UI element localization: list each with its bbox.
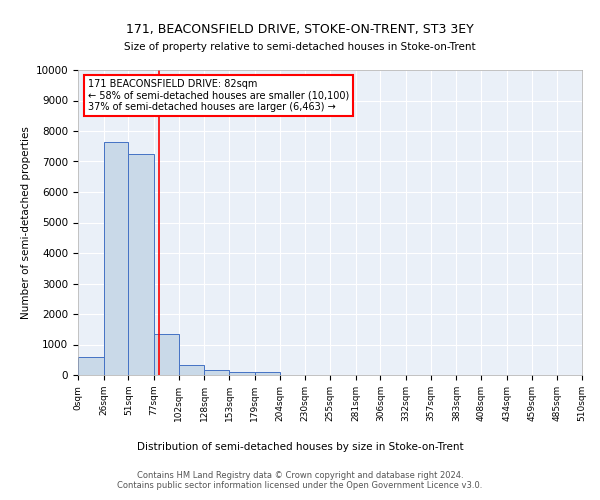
Bar — [128, 154, 154, 375]
Text: Size of property relative to semi-detached houses in Stoke-on-Trent: Size of property relative to semi-detach… — [124, 42, 476, 52]
Bar — [179, 365, 205, 375]
Text: Contains HM Land Registry data © Crown copyright and database right 2024.
Contai: Contains HM Land Registry data © Crown c… — [118, 470, 482, 490]
Y-axis label: Number of semi-detached properties: Number of semi-detached properties — [22, 126, 31, 319]
Bar — [205, 370, 229, 375]
Bar — [229, 372, 255, 375]
Text: Distribution of semi-detached houses by size in Stoke-on-Trent: Distribution of semi-detached houses by … — [137, 442, 463, 452]
Text: 171, BEACONSFIELD DRIVE, STOKE-ON-TRENT, ST3 3EY: 171, BEACONSFIELD DRIVE, STOKE-ON-TRENT,… — [126, 22, 474, 36]
Bar — [154, 334, 179, 375]
Bar — [255, 372, 280, 375]
Bar — [78, 358, 104, 375]
Bar — [104, 142, 128, 375]
Text: 171 BEACONSFIELD DRIVE: 82sqm
← 58% of semi-detached houses are smaller (10,100): 171 BEACONSFIELD DRIVE: 82sqm ← 58% of s… — [88, 79, 349, 112]
